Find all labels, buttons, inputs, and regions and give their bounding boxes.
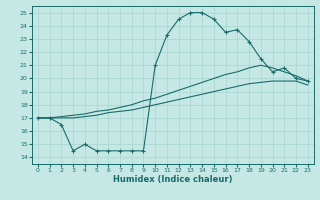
X-axis label: Humidex (Indice chaleur): Humidex (Indice chaleur) (113, 175, 233, 184)
